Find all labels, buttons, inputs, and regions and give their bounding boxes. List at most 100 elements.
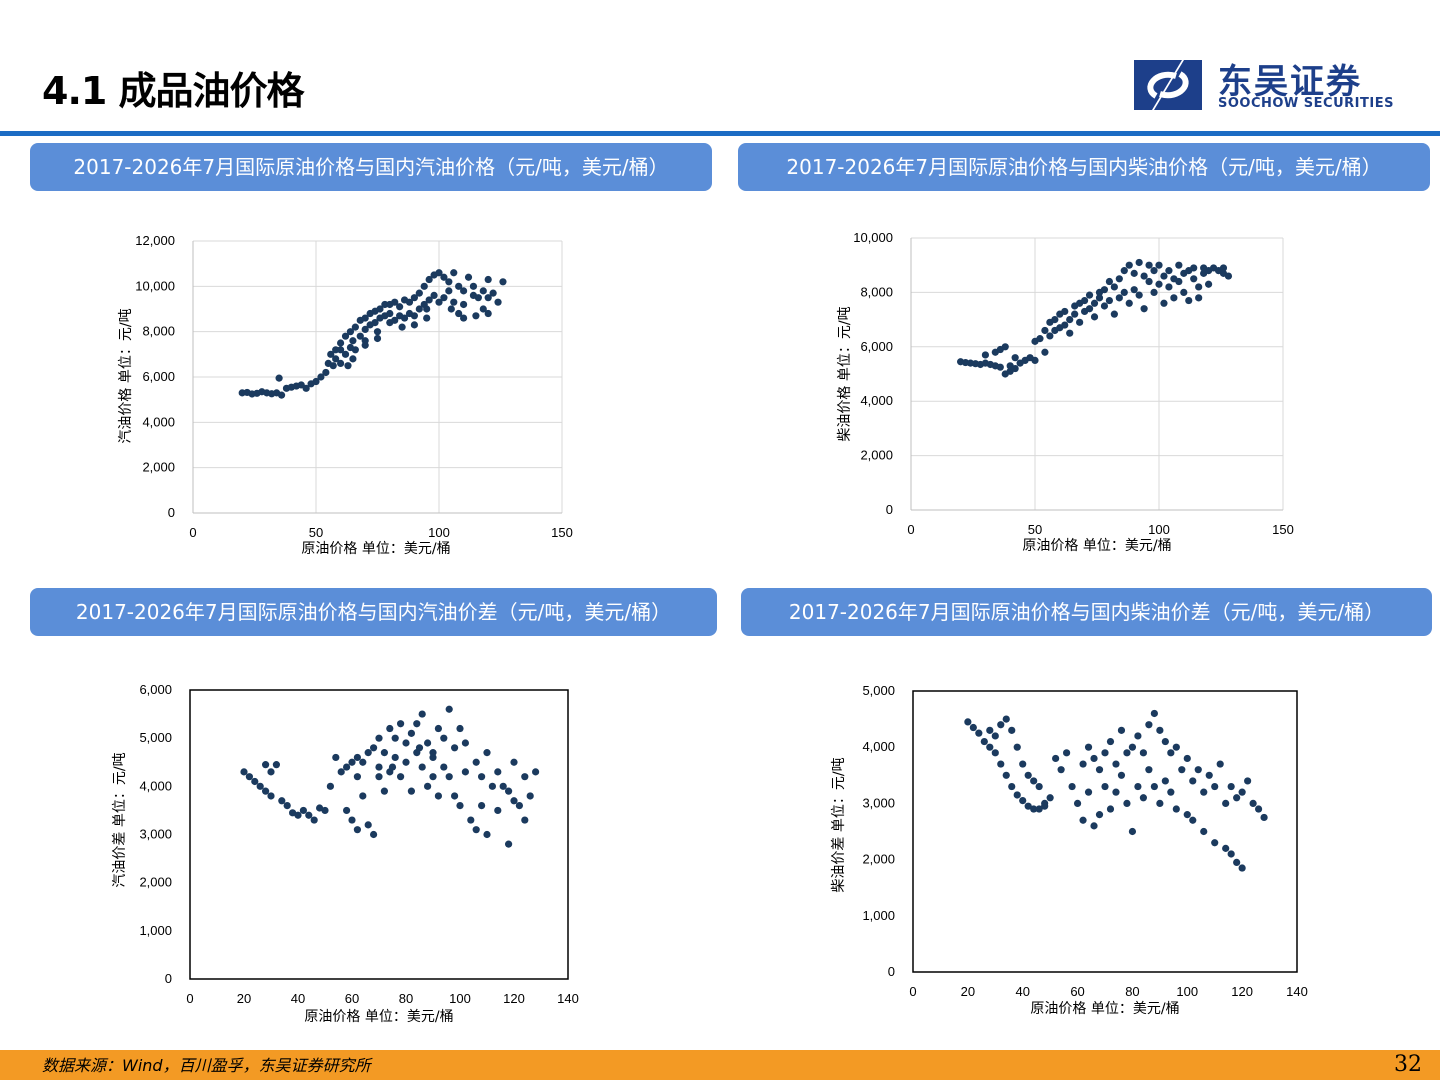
x-tick-label: 100 [1148,522,1170,537]
data-point [344,362,352,370]
data-point [1156,799,1164,808]
data-point [415,289,423,297]
data-point [464,273,473,281]
data-point [1071,310,1079,318]
data-point [1255,805,1263,813]
data-point [1106,737,1115,746]
data-point [484,275,492,284]
data-point [348,816,356,824]
data-point [488,782,496,790]
data-point [337,339,345,347]
y-tick-label: 4,000 [862,739,895,754]
data-point [1051,316,1059,324]
data-point [1249,799,1257,808]
data-point [494,768,502,776]
data-point [1160,272,1168,280]
data-point [1130,269,1138,277]
data-point [460,314,468,322]
data-point [1031,356,1039,364]
data-point [1205,771,1213,779]
x-axis-title: 原油价格 单位：美元/桶 [1022,538,1171,554]
x-tick-label: 100 [449,991,471,1006]
x-tick-label: 140 [1286,984,1308,999]
data-point [991,732,999,740]
x-axis-title: 原油价格 单位：美元/桶 [1030,1001,1179,1017]
data-point [472,312,480,320]
data-point [986,726,994,734]
data-point [373,328,382,336]
data-point [1061,307,1069,316]
data-point [1001,343,1009,351]
data-point [1024,802,1032,810]
data-point [1175,261,1183,269]
data-point [1224,272,1233,280]
data-point [1084,788,1093,796]
data-point [1100,302,1109,310]
data-point [1139,749,1147,757]
plot-frame [189,689,569,980]
data-point [429,773,437,781]
data-point [1095,811,1104,819]
data-point [1155,280,1163,288]
data-point [440,294,448,302]
data-point [1085,291,1094,299]
data-point [1095,766,1104,774]
x-tick-label: 80 [1125,984,1139,999]
data-point [474,294,482,302]
data-point [456,802,464,810]
data-point [997,721,1005,729]
data-point [348,758,356,766]
plot-frame [912,690,1298,973]
data-point [391,298,399,306]
data-point [445,287,453,295]
data-point [299,806,307,815]
data-point [1205,280,1213,288]
data-point [510,797,518,805]
data-point [494,806,502,815]
data-point [1219,264,1228,272]
data-point [1134,782,1142,791]
data-point [478,802,486,810]
y-tick-label: 6,000 [860,339,893,354]
data-point [1120,267,1128,275]
data-point [1125,261,1133,269]
data-point [1052,754,1060,763]
data-point [356,332,364,340]
data-point [240,768,248,776]
page-title: 4.1 成品油价格 [42,69,305,113]
data-point [451,744,459,752]
y-tick-label: 0 [886,502,893,517]
data-point [283,802,291,810]
panel-header-gasoline-spread: 2017-2026年7月国际原油价格与国内汽油价差（元/吨，美元/桶） [30,588,717,636]
data-point [262,761,270,769]
data-point [1063,749,1071,757]
data-point [343,806,351,815]
data-point [1128,743,1137,751]
data-point [1024,771,1032,779]
data-point [1167,788,1175,796]
data-point [1135,291,1143,299]
data-point [460,300,468,309]
y-tick-label: 10,000 [853,230,893,245]
data-point [1165,267,1173,275]
x-tick-label: 0 [909,984,916,999]
data-point [391,316,399,324]
logo-mark-icon [1134,60,1202,110]
scatter-chart-4: 0 1,000 2,000 3,000 4,000 5,000 0 20 40 60 80 100 12… [831,683,1308,1017]
data-point [1079,816,1087,824]
data-point [1145,766,1153,774]
data-point [430,291,438,299]
y-tick-label: 4,000 [860,393,893,408]
data-point [329,362,337,370]
data-point [997,760,1005,768]
data-point [461,739,469,747]
data-point [1002,771,1010,779]
y-axis-title: 汽油价格 单位：元/吨 [118,308,134,443]
data-point [1180,288,1188,296]
data-point [361,314,369,322]
data-point [400,314,409,322]
y-tick-label: 0 [168,505,175,520]
data-point [424,782,432,790]
data-point [980,737,988,746]
data-point [451,792,459,800]
